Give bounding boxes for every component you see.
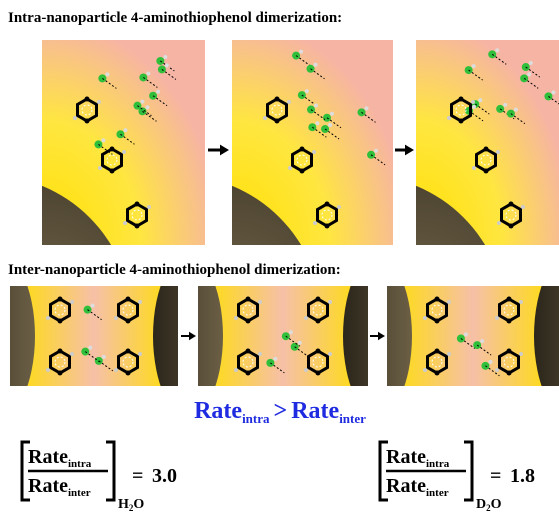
rate-comparison: Rateintra>Rateinter (194, 398, 366, 426)
section-title: Inter-nanoparticle 4-aminothiophenol dim… (8, 262, 341, 278)
hydrogen (503, 103, 507, 107)
hydrogen (289, 330, 293, 334)
subscript: intra (242, 411, 270, 426)
hydrogen (529, 61, 533, 65)
hydrogen (299, 50, 303, 54)
hydrogen (527, 72, 531, 76)
hydrogen (514, 108, 518, 112)
equals: = (490, 465, 501, 487)
hydrogen (163, 55, 167, 59)
arrow-head (378, 332, 385, 340)
hydrogen (146, 71, 150, 75)
rate: Rate (28, 475, 68, 497)
panel (0, 40, 205, 465)
hydrogen (464, 333, 468, 337)
hydrogen (298, 341, 302, 345)
equals: = (132, 465, 143, 487)
hydrogen (273, 357, 277, 361)
nanoparticle (534, 246, 559, 426)
hydrogen (101, 138, 105, 142)
hydrogen (495, 48, 499, 52)
numerator: Rateintra (28, 446, 92, 470)
denominator: Rateinter (28, 475, 91, 499)
hydrogen (105, 72, 109, 76)
solvent-part: H (118, 497, 129, 512)
hydrogen (551, 90, 555, 94)
panel-bg (10, 286, 178, 386)
rate: Rate (386, 446, 426, 468)
equations: RateintraRateinterH2O=3.0RateintraRatein… (22, 442, 535, 513)
subscript: intra (426, 458, 450, 470)
arrow-head (189, 332, 196, 340)
hydrogen (123, 128, 127, 132)
rate: Rate (386, 475, 426, 497)
subscript: intra (68, 458, 92, 470)
hydrogen (102, 355, 106, 359)
rate: Rate (194, 398, 242, 424)
hydrogen (365, 106, 369, 110)
hydrogen (472, 105, 476, 109)
hydrogen (145, 105, 149, 109)
solvent-part: D (476, 497, 486, 512)
solvent: D2O (476, 497, 502, 513)
subscript: inter (426, 487, 449, 499)
hydrogen (91, 304, 95, 308)
hydrogen (314, 104, 318, 108)
solvent-part: O (491, 497, 502, 512)
operator: > (274, 398, 288, 424)
rate: Rate (291, 398, 339, 424)
hydrogen (88, 346, 92, 350)
hydrogen (488, 360, 492, 364)
figure: Intra-nanoparticle 4-aminothiophenol dim… (0, 0, 559, 521)
section-title: Intra-nanoparticle 4-aminothiophenol dim… (8, 10, 342, 26)
hydrogen (315, 121, 319, 125)
subscript: inter (68, 487, 91, 499)
numerator: Rateintra (386, 446, 450, 470)
solvent: H2O (118, 497, 144, 513)
hydrogen (314, 63, 318, 67)
arrow-head (220, 145, 229, 156)
subscript: inter (339, 411, 366, 426)
hydrogen (330, 112, 334, 116)
arrow-head (405, 145, 414, 156)
hydrogen (305, 89, 309, 93)
panel-bg (387, 286, 559, 386)
ratio-value: 1.8 (510, 465, 535, 487)
hydrogen (472, 64, 476, 68)
hydrogen (156, 90, 160, 94)
ratio-value: 3.0 (152, 465, 177, 487)
hydrogen (140, 100, 144, 104)
hydrogen (328, 123, 332, 127)
hydrogen (165, 63, 169, 67)
rate: Rate (28, 446, 68, 468)
hydrogen (478, 98, 482, 102)
hydrogen (374, 149, 378, 153)
hydrogen (480, 339, 484, 343)
solvent-part: O (133, 497, 144, 512)
denominator: Rateinter (386, 475, 449, 499)
